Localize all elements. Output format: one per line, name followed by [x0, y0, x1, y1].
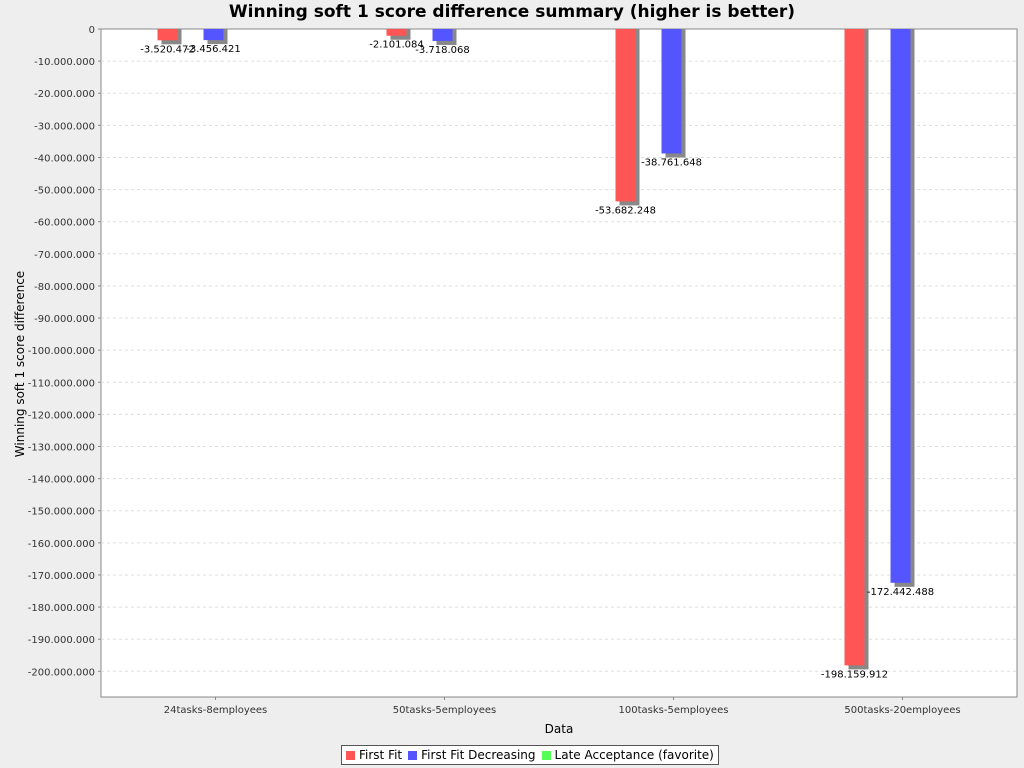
y-tick-label: -100.000.000 [28, 346, 95, 357]
y-tick-label: -200.000.000 [28, 667, 95, 678]
bar-value-label: -53.682.248 [595, 205, 656, 216]
bar-value-label: -3.718.068 [415, 45, 470, 56]
x-axis-title: Data [544, 722, 574, 736]
y-tick-label: -10.000.000 [34, 57, 95, 68]
chart-title: Winning soft 1 score difference summary … [228, 2, 796, 22]
bar [890, 29, 911, 583]
bar [432, 29, 453, 41]
bar [661, 29, 682, 154]
y-tick-label: -30.000.000 [34, 121, 95, 132]
x-tick-label: 50tasks-5employees [393, 705, 497, 716]
y-tick-label: -20.000.000 [34, 89, 95, 100]
bar-value-label: -198.159.912 [821, 669, 888, 680]
bar-value-label: -2.101.084 [369, 40, 424, 51]
bar [615, 29, 636, 202]
x-tick-label: 500tasks-20employees [844, 705, 960, 716]
legend: First Fit First Fit Decreasing Late Accept… [341, 745, 719, 765]
legend-swatch [541, 750, 551, 760]
legend-label: Late Acceptance (favorite) [554, 748, 714, 762]
bar-value-label: -38.761.648 [641, 157, 702, 168]
x-tick-label: 24tasks-8employees [164, 705, 268, 716]
y-tick-label: 0 [89, 25, 95, 36]
bar [386, 29, 407, 36]
y-tick-label: -120.000.000 [28, 410, 95, 421]
y-tick-label: -80.000.000 [34, 282, 95, 293]
y-tick-label: -180.000.000 [28, 603, 95, 614]
y-tick-label: -150.000.000 [28, 507, 95, 518]
bar [203, 29, 224, 41]
y-axis-ticks: 0 -10.000.000 -20.000.000 -30.000.000 -40.00… [28, 25, 101, 678]
legend-item: First Fit Decreasing [408, 748, 536, 762]
y-tick-label: -40.000.000 [34, 153, 95, 164]
legend-item: First Fit [346, 748, 402, 762]
legend-swatch [408, 750, 418, 760]
y-tick-label: -130.000.000 [28, 443, 95, 454]
legend-swatch [346, 750, 355, 760]
bar-value-label: -3.456.421 [186, 44, 241, 55]
y-tick-label: -90.000.000 [34, 314, 95, 325]
y-tick-label: -140.000.000 [28, 475, 95, 486]
bar [844, 29, 865, 666]
bars [157, 29, 915, 670]
x-axis-ticks: 24tasks-8employees 50tasks-5employees 100t… [164, 697, 961, 716]
bar-value-label: -3.520.472 [140, 44, 195, 55]
y-axis-title-text: Winning soft 1 score difference [13, 270, 27, 458]
x-tick-label: 100tasks-5employees [619, 705, 729, 716]
y-tick-label: -70.000.000 [34, 250, 95, 261]
y-tick-label: -60.000.000 [34, 218, 95, 229]
y-tick-label: -110.000.000 [28, 378, 95, 389]
bar-value-label: -172.442.488 [867, 587, 934, 598]
bar [157, 29, 178, 41]
y-tick-label: -50.000.000 [34, 186, 95, 197]
legend-item: Late Acceptance (favorite) [541, 748, 714, 762]
y-tick-label: -160.000.000 [28, 539, 95, 550]
y-tick-label: -190.000.000 [28, 635, 95, 646]
legend-label: First Fit [359, 748, 403, 762]
y-tick-label: -170.000.000 [28, 571, 95, 582]
data-labels: -3.520.472-3.456.421 -2.101.084-3.718.068… [140, 40, 934, 681]
legend-label: First Fit Decreasing [421, 748, 536, 762]
